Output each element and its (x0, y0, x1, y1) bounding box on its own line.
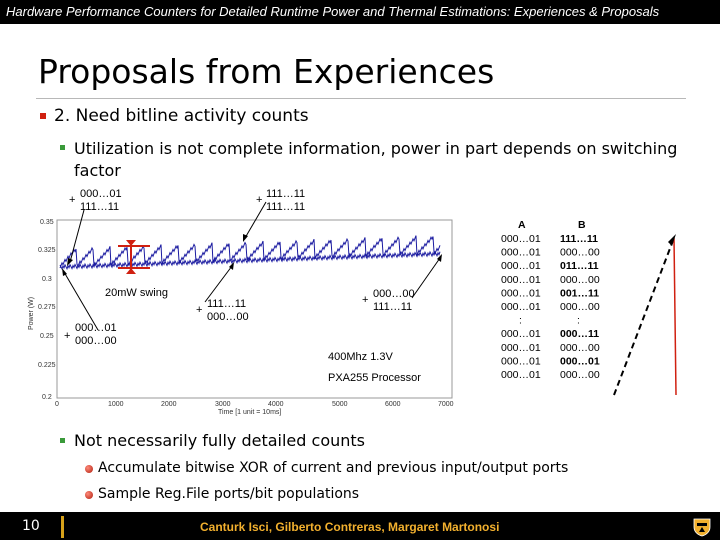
y-axis-label: Power (W) (28, 297, 35, 330)
bullet-dot-icon (85, 465, 93, 473)
x-tick: 5000 (332, 401, 348, 408)
y-tick: 0.3 (42, 276, 52, 283)
bullet-dot-icon (85, 491, 93, 499)
footer-divider (61, 516, 64, 538)
annotation-5-line1: 000…00 (373, 288, 415, 300)
table-column-a: 000…01000…01000…01000…01000…01000…01:000… (501, 233, 541, 381)
table-cell-b: 011…11 (560, 260, 599, 272)
arrow-icon (668, 234, 676, 246)
table-cell-b: 000…00 (560, 274, 600, 286)
table-cell-a: 000…01 (501, 247, 541, 259)
table-cell-b: : (577, 315, 580, 327)
y-tick: 0.225 (38, 362, 56, 369)
arrow-down-icon (126, 240, 136, 246)
annotation-4-line2: 000…00 (207, 311, 249, 323)
annotation-2-line2: 111…11 (266, 201, 305, 213)
x-tick: 6000 (385, 401, 401, 408)
table-cell-b: 001…11 (560, 287, 599, 299)
bullet-not-detailed: Not necessarily fully detailed counts (74, 431, 365, 450)
table-column-b: 111…11000…00011…11000…00001…11000…00:000… (560, 233, 600, 381)
swing-label: 20mW swing (105, 287, 168, 299)
slide-title: Proposals from Experiences (38, 52, 495, 91)
power-trace-lower (59, 250, 441, 271)
title-divider (36, 98, 686, 99)
annotation-arrow (63, 271, 99, 331)
annotation-5-line2: 111…11 (373, 301, 412, 313)
annotation-plus: + (64, 330, 70, 342)
header-title: Hardware Performance Counters for Detail… (6, 4, 660, 19)
table-cell-a: 000…01 (501, 287, 541, 299)
note-processor: PXA255 Processor (328, 372, 421, 384)
power-trace (59, 235, 441, 269)
table-cell-a: 000…01 (501, 274, 541, 286)
dashed-slope-line (613, 237, 675, 396)
annotation-arrow (69, 209, 85, 263)
university-crest-icon (693, 518, 711, 537)
annotation-plus: + (362, 294, 368, 306)
table-cell-a: 000…01 (501, 301, 541, 313)
falling-edge-line (673, 237, 677, 396)
table-cell-b: 000…00 (560, 342, 600, 354)
annotation-2-line1: 111…11 (266, 188, 305, 200)
bullet-need-bitline: 2. Need bitline activity counts (54, 106, 309, 126)
annotation-1-line1: 000…01 (80, 188, 122, 200)
y-tick: 0.275 (38, 304, 56, 311)
footer-bar (0, 512, 720, 540)
table-cell-a: 000…01 (501, 260, 541, 272)
table-header-a: A (518, 219, 526, 231)
x-tick: 0 (55, 401, 59, 408)
x-tick: 3000 (215, 401, 231, 408)
arrow-icon (243, 234, 248, 242)
annotation-plus: + (256, 194, 262, 206)
table-cell-a: 000…01 (501, 369, 541, 381)
table-cell-b: 111…11 (560, 233, 598, 245)
x-tick: 4000 (268, 401, 284, 408)
page-number: 10 (22, 518, 40, 534)
bullet-square-icon (60, 438, 65, 443)
table-cell-a: 000…01 (501, 328, 541, 340)
annotation-arrow (204, 265, 233, 303)
x-tick: 7000 (438, 401, 454, 408)
annotation-4-line1: 111…11 (207, 298, 246, 310)
annotation-arrow (411, 257, 441, 299)
table-cell-b: 000…00 (560, 301, 600, 313)
footer-authors: Canturk Isci, Gilberto Contreras, Margar… (200, 520, 500, 534)
table-cell-a: 000…01 (501, 233, 541, 245)
table-cell-a: : (519, 315, 522, 327)
bullet-square-icon (60, 145, 65, 150)
table-cell-a: 000…01 (501, 342, 541, 354)
power-trace-figure: 0.35 0.325 0.3 0.275 0.25 0.225 0.2 Powe… (28, 188, 677, 416)
table-cell-b: 000…00 (560, 247, 600, 259)
y-tick: 0.35 (40, 219, 54, 226)
sub-bullet-regfile: Sample Reg.File ports/bit populations (98, 486, 360, 502)
x-axis-label: Time [1 unit = 10ms] (218, 409, 281, 416)
arrow-icon (62, 268, 67, 276)
table-cell-b: 000…11 (560, 328, 599, 340)
table-cell-a: 000…01 (501, 355, 541, 367)
arrow-up-icon (126, 268, 136, 274)
x-tick: 1000 (108, 401, 124, 408)
annotation-plus: + (69, 194, 75, 206)
note-frequency: 400Mhz 1.3V (328, 351, 393, 363)
arrow-icon (229, 262, 234, 270)
y-tick: 0.25 (40, 333, 54, 340)
annotation-1-line2: 111…11 (80, 201, 119, 213)
annotation-arrow (244, 201, 267, 239)
y-tick: 0.2 (42, 394, 52, 401)
arrow-icon (67, 258, 73, 266)
y-tick: 0.325 (38, 247, 56, 254)
arrow-icon (437, 254, 442, 262)
annotation-plus: + (196, 304, 202, 316)
table-header-b: B (578, 219, 586, 231)
table-cell-b: 000…00 (560, 369, 600, 381)
sub-bullet-xor: Accumulate bitwise XOR of current and pr… (98, 460, 569, 476)
header-bar: Hardware Performance Counters for Detail… (0, 0, 720, 24)
table-cell-b: 000…01 (560, 355, 600, 367)
annotation-3-line2: 000…00 (75, 335, 117, 347)
bullet-utilization: Utilization is not complete information,… (74, 139, 678, 180)
bullet-square-icon (40, 113, 46, 119)
x-tick: 2000 (161, 401, 177, 408)
annotation-3-line1: 000…01 (75, 322, 117, 334)
